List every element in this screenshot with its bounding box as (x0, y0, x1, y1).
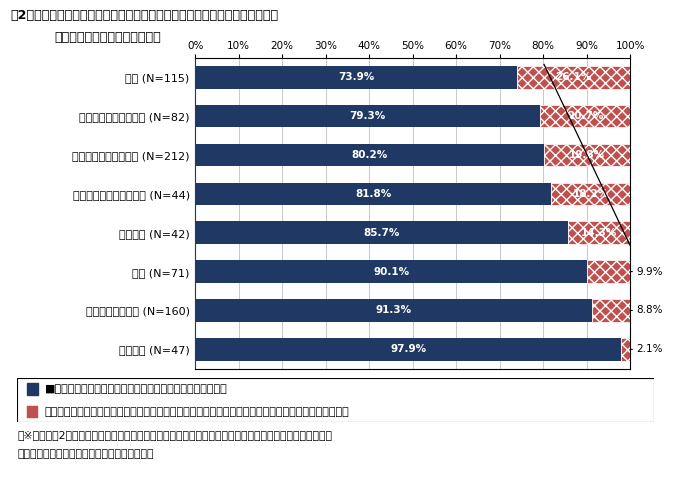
Bar (516, 66, 630, 89)
Text: 8.8%: 8.8% (637, 306, 663, 315)
Text: 回納入業者及びその企業グループ内で負担しきれず，納入業者の取引先にも負担を受け入れてもらった: 回納入業者及びその企業グループ内で負担しきれず，納入業者の取引先にも負担を受け入… (45, 407, 349, 417)
Text: 80.2%: 80.2% (351, 150, 388, 160)
Bar (27, 383, 38, 395)
Bar (195, 299, 593, 321)
Text: 為類型ごとにまとめて記載したものである。）: 為類型ごとにまとめて記載したものである。） (17, 449, 153, 459)
Text: ■納入業者及びその企業グループ内で負担を全て受け入れた: ■納入業者及びその企業グループ内で負担を全て受け入れた (45, 384, 227, 394)
Text: 2.1%: 2.1% (637, 344, 663, 354)
Text: 9.9%: 9.9% (637, 267, 663, 277)
Bar (195, 105, 540, 127)
Text: 79.3%: 79.3% (349, 111, 386, 121)
Text: 85.7%: 85.7% (364, 228, 400, 238)
Bar (195, 66, 516, 89)
Text: （※　上記図2については，報告書（本体）では各行為類型ごとに記載されている調査結果の全体集計を行: （※ 上記図2については，報告書（本体）では各行為類型ごとに記載されている調査結… (17, 430, 332, 440)
Text: 19.8%: 19.8% (569, 150, 606, 160)
Bar (27, 406, 38, 418)
Text: 81.8%: 81.8% (355, 189, 391, 199)
Bar (593, 299, 631, 321)
Bar (587, 260, 630, 283)
Text: 26.1%: 26.1% (556, 72, 592, 82)
Bar (195, 221, 568, 244)
Bar (540, 105, 630, 127)
Text: 97.9%: 97.9% (390, 344, 426, 354)
Text: 14.3%: 14.3% (581, 228, 617, 238)
Bar (195, 338, 621, 361)
Bar (551, 183, 630, 205)
Text: 20.7%: 20.7% (567, 111, 603, 121)
Text: 90.1%: 90.1% (373, 267, 409, 277)
Bar (195, 183, 551, 205)
Text: 73.9%: 73.9% (338, 72, 374, 82)
Bar (195, 260, 587, 283)
Text: 91.3%: 91.3% (376, 306, 412, 315)
Bar (621, 338, 630, 361)
Bar (544, 144, 630, 166)
Text: 18.2%: 18.2% (573, 189, 609, 199)
Bar (195, 144, 544, 166)
Text: 図2　優越的地位の濫用につながり得る行為又は要請への対応の回答数の割合: 図2 優越的地位の濫用につながり得る行為又は要請への対応の回答数の割合 (10, 9, 278, 22)
Bar (568, 221, 630, 244)
Text: 【納入業者に対する書面調査】: 【納入業者に対する書面調査】 (55, 31, 162, 44)
